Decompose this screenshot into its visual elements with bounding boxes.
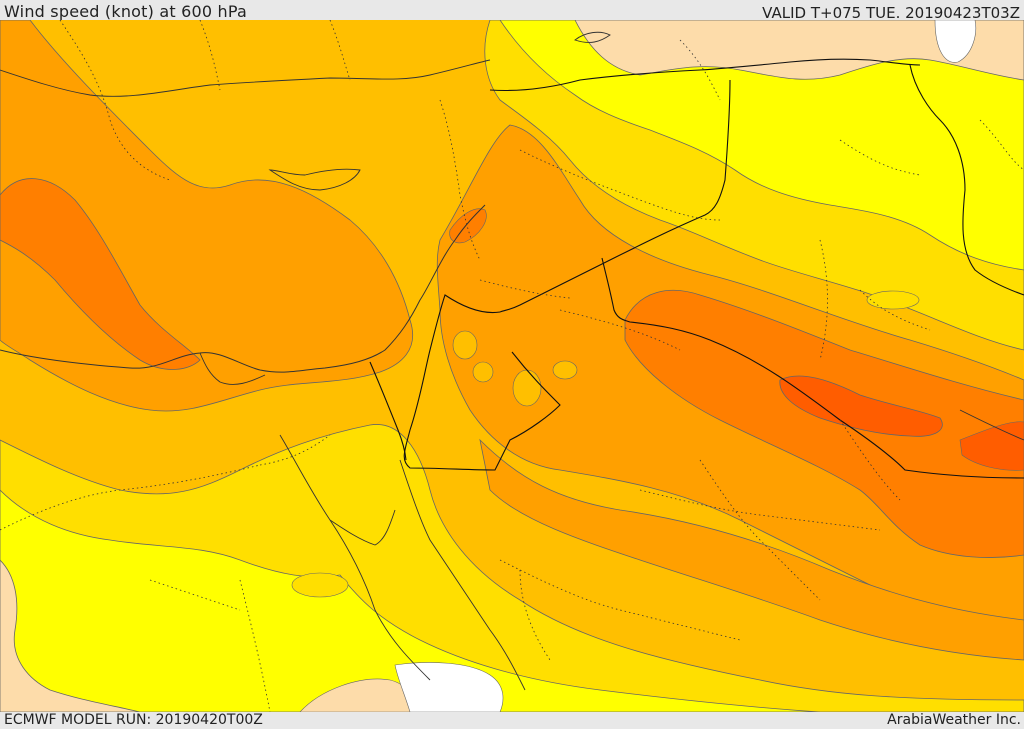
border-egypt-israel bbox=[369, 361, 407, 461]
band-red-orange-east bbox=[959, 421, 1024, 471]
map-canvas bbox=[0, 20, 1024, 712]
header-bar: Wind speed (knot) at 600 hPa VALID T+075… bbox=[0, 0, 1024, 22]
band-gold-islet-east bbox=[866, 290, 920, 310]
band-yellow-south bbox=[0, 489, 821, 712]
border-iraq-west bbox=[499, 79, 731, 313]
coastline-persian-gulf bbox=[959, 409, 1024, 441]
wind-speed-map[interactable] bbox=[0, 20, 1024, 712]
coastline-nile-delta bbox=[199, 352, 266, 385]
coastline-red-sea-east bbox=[399, 459, 526, 691]
border-iraq-north bbox=[489, 58, 921, 92]
coastline-red-sea-west bbox=[279, 434, 431, 681]
no-data-patch-south bbox=[394, 662, 504, 712]
credit: ArabiaWeather Inc. bbox=[887, 712, 1021, 728]
band-lightest-southwest bbox=[0, 559, 141, 712]
border-saudi-iraq bbox=[601, 257, 1024, 479]
band-amber-islet-3 bbox=[512, 369, 542, 407]
model-run: ECMWF MODEL RUN: 20190420T00Z bbox=[4, 712, 263, 728]
footer-bar: ECMWF MODEL RUN: 20190420T00Z ArabiaWeat… bbox=[0, 712, 1024, 729]
coastline-cyprus bbox=[268, 168, 361, 191]
band-amber-islet-2 bbox=[472, 361, 494, 383]
admin-boundaries bbox=[0, 20, 1024, 712]
no-data-patch-north bbox=[934, 20, 977, 63]
band-red-orange-core bbox=[779, 375, 943, 437]
band-yellow-northeast bbox=[499, 20, 1024, 271]
coastline-mediterranean-east bbox=[0, 204, 486, 373]
band-gold-islet bbox=[291, 572, 349, 598]
band-amber-islet-1 bbox=[452, 330, 478, 360]
band-amber-islet-4 bbox=[552, 360, 578, 380]
valid-time: VALID T+075 TUE. 20190423T03Z bbox=[762, 4, 1020, 22]
band-dark-orange-east bbox=[624, 289, 1024, 558]
border-jordan-saudi bbox=[403, 294, 561, 471]
coastline-turkey-south bbox=[0, 59, 491, 97]
border-iran-iraq bbox=[909, 64, 1024, 296]
band-orange-south-lobe bbox=[479, 438, 1024, 661]
coastline-gulf-of-suez bbox=[329, 509, 396, 546]
band-dark-orange-west bbox=[0, 178, 201, 370]
map-title: Wind speed (knot) at 600 hPa bbox=[4, 2, 248, 21]
coastline-caspian bbox=[574, 31, 611, 43]
